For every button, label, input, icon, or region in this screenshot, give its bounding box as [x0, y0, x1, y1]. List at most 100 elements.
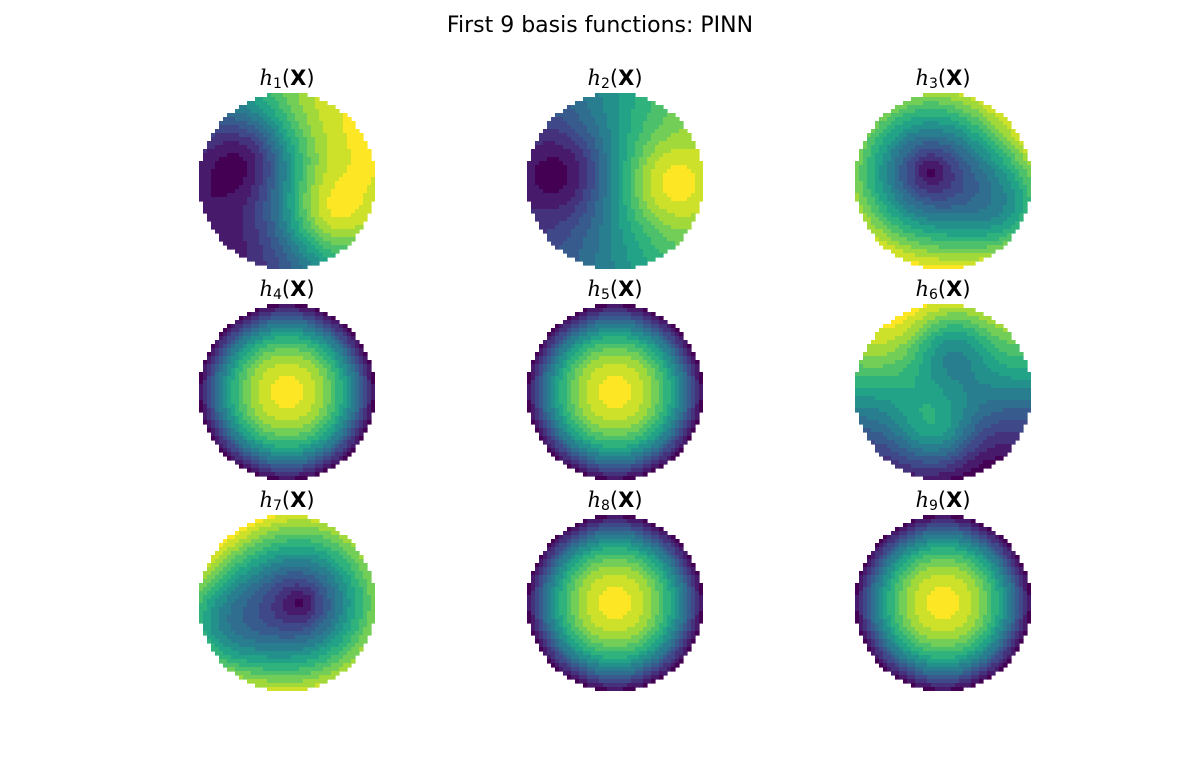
- heatmap-cell: [259, 324, 264, 329]
- heatmap-cell: [315, 320, 320, 325]
- heatmap-cell: [1003, 173, 1008, 178]
- heatmap-cell: [615, 97, 620, 102]
- heatmap-cell: [1027, 197, 1031, 202]
- heatmap-cell: [887, 237, 892, 242]
- heatmap-cell: [263, 121, 268, 126]
- heatmap-cell: [219, 157, 224, 162]
- heatmap-cell: [891, 249, 896, 254]
- heatmap-cell: [891, 157, 896, 162]
- heatmap-cell: [679, 129, 684, 134]
- heatmap-cell: [879, 173, 884, 178]
- heatmap-cell: [671, 185, 676, 190]
- heatmap-cell: [271, 229, 276, 234]
- basis-panel: h3(X): [853, 63, 1033, 269]
- heatmap-cell: [343, 125, 348, 130]
- heatmap-cell: [591, 117, 596, 122]
- heatmap-cell: [623, 201, 628, 206]
- heatmap-cell: [903, 213, 908, 218]
- heatmap-cell: [951, 261, 956, 266]
- heatmap-cell: [335, 233, 340, 238]
- heatmap-cell: [315, 217, 320, 222]
- heatmap-cell: [911, 205, 916, 210]
- heatmap-cell: [671, 149, 676, 154]
- heatmap-cell: [347, 117, 352, 122]
- heatmap-cell: [647, 145, 652, 150]
- heatmap-cell: [323, 328, 328, 333]
- heatmap-cell: [919, 149, 924, 154]
- heatmap-cell: [911, 257, 916, 262]
- heatmap-cell: [259, 320, 264, 325]
- heatmap-cell: [875, 185, 880, 190]
- heatmap-cell: [331, 153, 336, 158]
- heatmap-cell: [939, 245, 944, 250]
- heatmap-cell: [335, 245, 340, 250]
- heatmap-cell: [659, 161, 664, 166]
- heatmap-cell: [927, 93, 932, 98]
- heatmap-cell: [323, 149, 328, 154]
- heatmap-cell: [987, 121, 992, 126]
- heatmap-cell: [663, 177, 668, 182]
- heatmap-cell: [291, 137, 296, 142]
- heatmap-cell: [879, 121, 884, 126]
- heatmap-cell: [283, 312, 288, 317]
- heatmap-cell: [271, 109, 276, 114]
- heatmap-cell: [667, 197, 672, 202]
- heatmap-cell: [899, 105, 904, 110]
- heatmap-cell: [915, 197, 920, 202]
- heatmap-cell: [367, 201, 372, 206]
- heatmap-cell: [279, 304, 284, 309]
- heatmap-cell: [267, 316, 272, 321]
- heatmap-cell: [963, 185, 968, 190]
- heatmap-cell: [271, 197, 276, 202]
- heatmap-cell: [287, 169, 292, 174]
- heatmap-cell: [651, 137, 656, 142]
- heatmap-cell: [247, 241, 252, 246]
- heatmap-cell: [955, 217, 960, 222]
- heatmap-cell: [563, 173, 568, 178]
- heatmap-cell: [639, 125, 644, 130]
- heatmap-cell: [263, 245, 268, 250]
- heatmap-cell: [615, 257, 620, 262]
- heatmap-cell: [895, 161, 900, 166]
- heatmap-cell: [1011, 137, 1016, 142]
- heatmap-cell: [687, 209, 692, 214]
- heatmap-cell: [691, 217, 696, 222]
- heatmap-cell: [215, 165, 220, 170]
- heatmap-cell: [555, 141, 560, 146]
- heatmap-cell: [671, 113, 676, 118]
- heatmap-cell: [635, 109, 640, 114]
- heatmap-cell: [687, 165, 692, 170]
- heatmap-cell: [299, 169, 304, 174]
- heatmap-cell: [911, 209, 916, 214]
- heatmap-cell: [931, 165, 936, 170]
- heatmap-cell: [567, 177, 572, 182]
- heatmap-cell: [259, 113, 264, 118]
- heatmap-cell: [675, 233, 680, 238]
- heatmap-cell: [1015, 157, 1020, 162]
- heatmap-cell: [599, 157, 604, 162]
- heatmap-cell: [227, 245, 232, 250]
- heatmap-cell: [871, 177, 876, 182]
- heatmap-cell: [299, 217, 304, 222]
- heatmap-cell: [267, 97, 272, 102]
- heatmap-cell: [643, 241, 648, 246]
- heatmap-cell: [979, 169, 984, 174]
- heatmap-cell: [983, 109, 988, 114]
- heatmap-cell: [631, 141, 636, 146]
- heatmap-cell: [903, 157, 908, 162]
- heatmap-cell: [1015, 173, 1020, 178]
- heatmap-cell: [991, 193, 996, 198]
- heatmap-cell: [659, 209, 664, 214]
- heatmap-cell: [547, 185, 552, 190]
- heatmap-cell: [671, 245, 676, 250]
- heatmap-cell: [207, 217, 212, 222]
- heatmap-cell: [651, 225, 656, 230]
- heatmap-cell: [883, 189, 888, 194]
- heatmap-cell: [979, 149, 984, 154]
- heatmap-cell: [539, 161, 544, 166]
- heatmap-cell: [595, 185, 600, 190]
- heatmap-cell: [311, 149, 316, 154]
- heatmap-cell: [231, 165, 236, 170]
- heatmap-cell: [583, 125, 588, 130]
- heatmap-cell: [971, 105, 976, 110]
